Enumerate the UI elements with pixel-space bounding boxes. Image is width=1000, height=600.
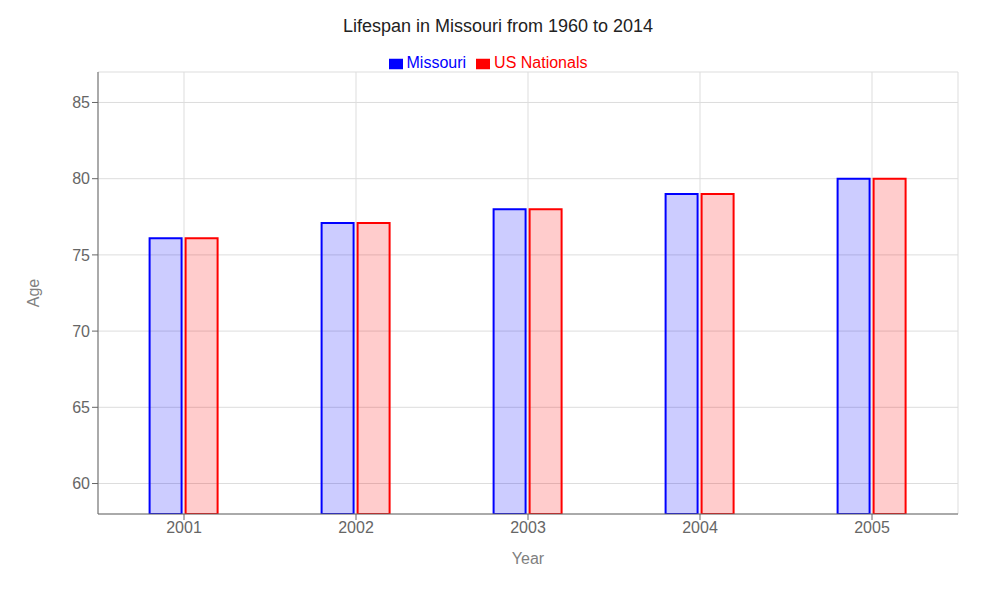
svg-text:2003: 2003 (510, 519, 546, 536)
svg-text:2004: 2004 (682, 519, 718, 536)
svg-text:2001: 2001 (166, 519, 202, 536)
svg-text:80: 80 (72, 170, 90, 187)
svg-text:70: 70 (72, 323, 90, 340)
svg-text:Age: Age (25, 279, 42, 308)
svg-text:85: 85 (72, 94, 90, 111)
html-text:Missouri: Missouri (406, 54, 467, 71)
svg-text:2002: 2002 (338, 519, 374, 536)
svg-text:60: 60 (72, 475, 90, 492)
svg-text:Year: Year (512, 550, 545, 567)
svg-text:75: 75 (72, 247, 90, 264)
svg-text:65: 65 (72, 399, 90, 416)
svg-text:2005: 2005 (854, 519, 890, 536)
html-text:Lifespan in Missouri from 1960: Lifespan in Missouri from 1960 to 2014 (342, 16, 654, 36)
html-text:US Nationals: US Nationals (494, 54, 588, 71)
